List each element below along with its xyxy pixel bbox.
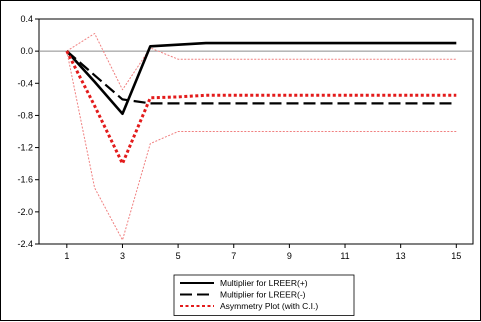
x-tick-label: 7 (231, 251, 236, 261)
legend: Multiplier for LREER(+) Multiplier for LR… (173, 274, 355, 316)
axes-layer: 0.40.0-0.4-0.8-1.2-1.6-2.0-2.41 3 5 7 9 11 13 1… (17, 14, 474, 261)
y-tick-label: -1.6 (17, 175, 33, 185)
ci-bound-line (66, 33, 457, 91)
plot-frame (38, 18, 474, 245)
y-tick-label: 0.4 (20, 14, 33, 24)
x-tick-label: 3 (120, 251, 125, 261)
series-line-0 (65, 41, 457, 116)
y-tick-label: -2.4 (17, 239, 33, 249)
x-tick-label: 9 (287, 251, 292, 261)
legend-label: Multiplier for LREER(-) (220, 290, 306, 300)
series-layer (65, 33, 457, 241)
x-tick-label: 1 (64, 251, 69, 261)
y-tick-label: -2.0 (17, 207, 33, 217)
y-tick-label: -0.8 (17, 110, 33, 120)
x-tick-label: 13 (396, 251, 406, 261)
x-tick-label: 5 (176, 251, 181, 261)
x-tick-label: 15 (451, 251, 461, 261)
series-line-2 (65, 50, 457, 166)
x-tick-label: 11 (340, 251, 349, 261)
legend-label: Multiplier for LREER(+) (220, 278, 308, 288)
series-line-1 (66, 50, 457, 105)
y-tick-label: 0.0 (20, 46, 33, 56)
legend-label: Asymmetry Plot (with C.I.) (220, 301, 318, 311)
y-tick-label: -1.2 (17, 143, 33, 153)
y-tick-label: -0.4 (17, 78, 33, 88)
ci-bound-line (66, 51, 457, 241)
